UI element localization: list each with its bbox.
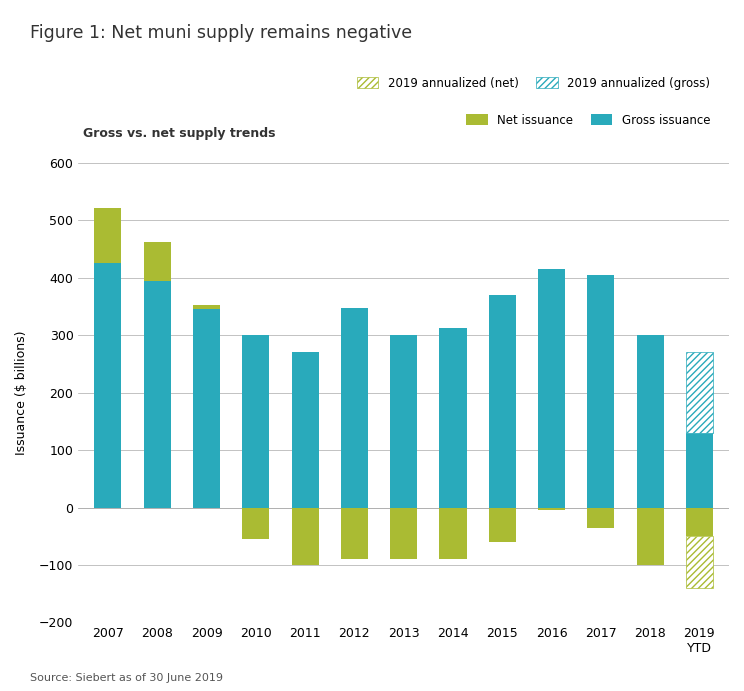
Bar	[538, 269, 565, 507]
Bar	[193, 305, 220, 310]
Bar	[637, 335, 664, 507]
Bar	[193, 310, 220, 507]
Bar	[587, 275, 615, 507]
Bar	[637, 507, 664, 565]
Bar	[440, 507, 466, 559]
Bar	[144, 242, 171, 281]
Bar	[686, 536, 713, 588]
Text: Figure 1: Net muni supply remains negative: Figure 1: Net muni supply remains negati…	[30, 24, 412, 42]
Bar	[686, 352, 713, 433]
Bar	[686, 433, 713, 507]
Text: Gross vs. net supply trends: Gross vs. net supply trends	[83, 126, 276, 140]
Bar	[292, 352, 318, 507]
Bar	[341, 507, 368, 559]
Bar	[292, 507, 318, 565]
Bar	[243, 507, 269, 539]
Legend: Net issuance, Gross issuance: Net issuance, Gross issuance	[466, 113, 710, 126]
Bar	[440, 328, 466, 507]
Bar	[587, 507, 615, 528]
Text: Source: Siebert as of 30 June 2019: Source: Siebert as of 30 June 2019	[30, 673, 222, 683]
Bar	[341, 308, 368, 507]
Bar	[538, 507, 565, 511]
Bar	[489, 507, 516, 542]
Bar	[243, 335, 269, 507]
Bar	[390, 507, 417, 559]
Bar	[144, 281, 171, 507]
Bar	[94, 263, 121, 507]
Y-axis label: Issuance ($ billions): Issuance ($ billions)	[15, 330, 28, 455]
Bar	[686, 507, 713, 536]
Bar	[489, 295, 516, 507]
Bar	[390, 335, 417, 507]
Bar	[94, 207, 121, 263]
